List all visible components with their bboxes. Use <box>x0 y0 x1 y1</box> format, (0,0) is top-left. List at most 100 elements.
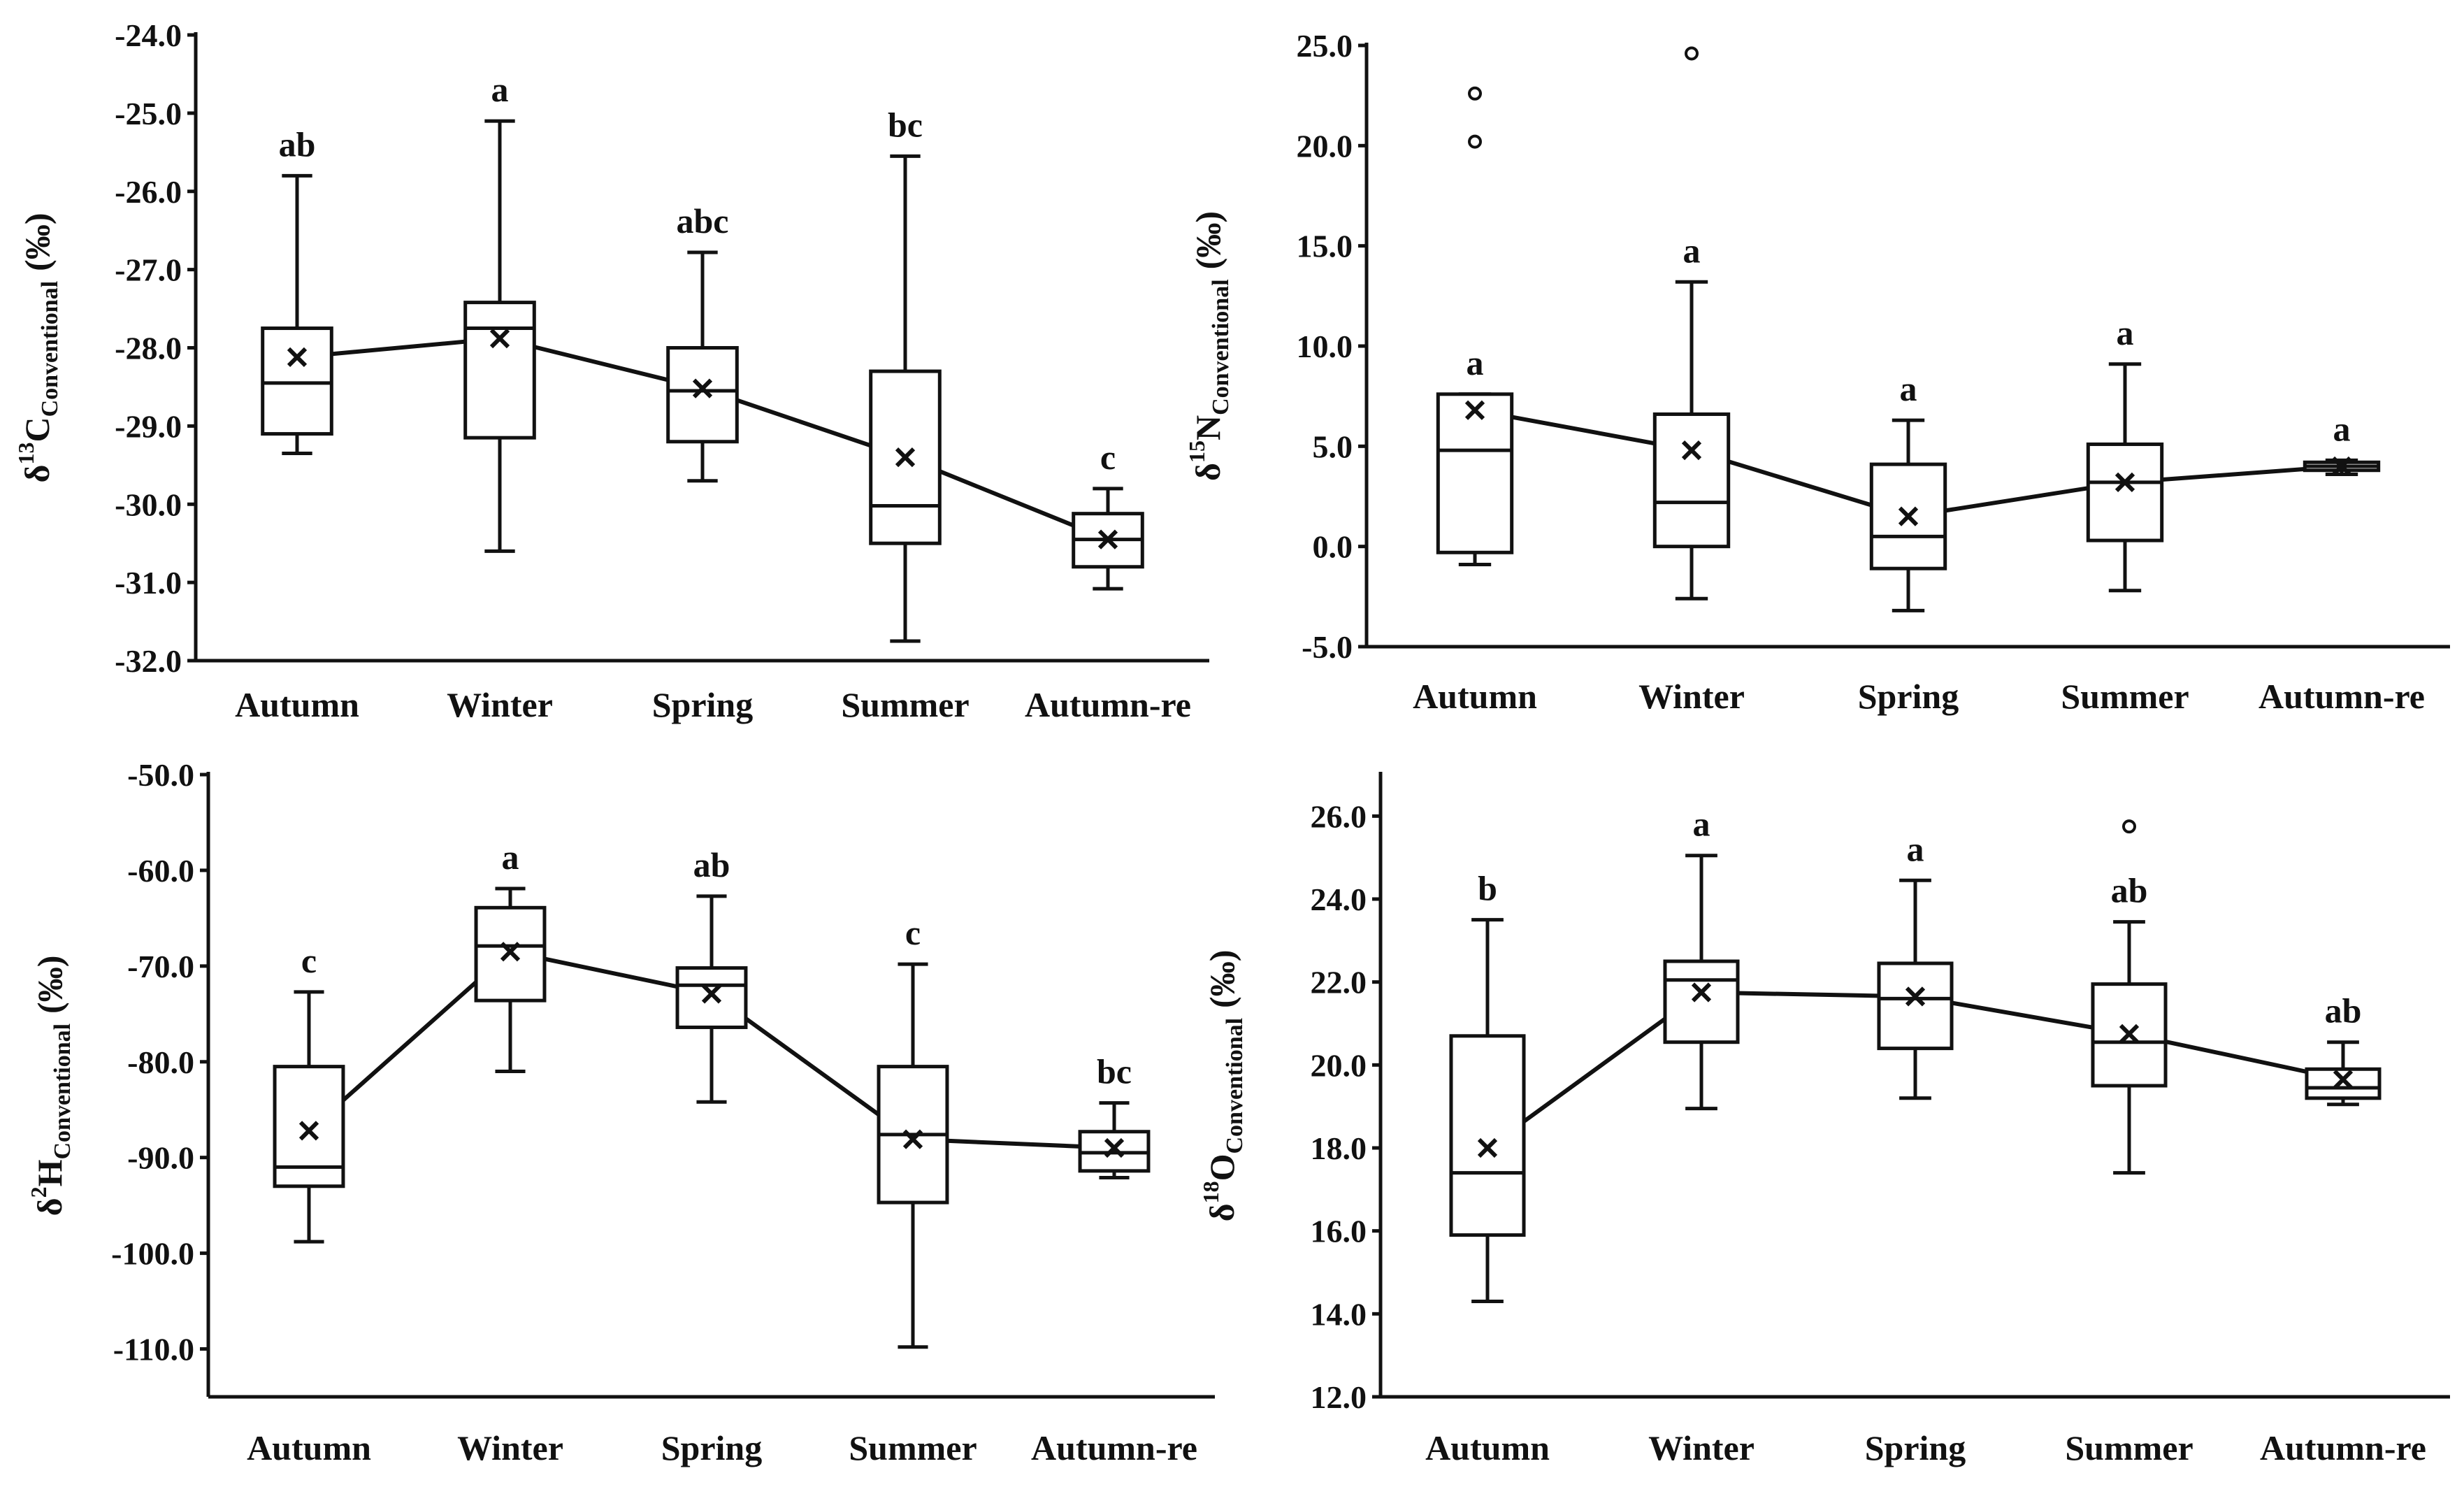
y-axis-title-sub: Conventional <box>50 1023 75 1160</box>
box-iqr <box>2086 442 2164 543</box>
category-label: Spring <box>1858 677 1959 716</box>
y-tick-label: 20.0 <box>1311 1047 1367 1083</box>
y-tick-label: 18.0 <box>1311 1130 1367 1166</box>
y-tick-label: 5.0 <box>1313 429 1353 464</box>
category-label: Autumn-re <box>2260 1428 2426 1467</box>
significance-letter: c <box>301 941 317 980</box>
category-label: Autumn <box>1413 677 1537 716</box>
y-axis-title-prefix: δ <box>30 1198 69 1216</box>
significance-letter: b <box>1478 869 1497 908</box>
y-tick-label: -29.0 <box>115 408 182 444</box>
significance-letter: bc <box>888 105 923 144</box>
y-tick-label: -31.0 <box>115 565 182 601</box>
y-tick-label: 12.0 <box>1311 1379 1367 1415</box>
y-tick-label: 15.0 <box>1297 229 1353 264</box>
box-iqr <box>463 301 536 440</box>
y-axis-title-main: N <box>1188 415 1227 440</box>
y-tick-label: 10.0 <box>1297 329 1353 364</box>
y-axis-title-main: H <box>30 1159 69 1186</box>
significance-letter: ab <box>2111 871 2148 910</box>
category-label: Winter <box>457 1428 563 1467</box>
y-axis-title: δ13CConventional (‰) <box>13 213 63 483</box>
category-label: Summer <box>2061 677 2189 716</box>
significance-letter: c <box>1100 438 1116 477</box>
y-axis-title-sub: Conventional <box>1208 279 1234 415</box>
y-tick-label: 20.0 <box>1297 128 1353 164</box>
category-label: Winter <box>447 685 553 724</box>
outlier-point <box>1468 86 1482 101</box>
category-label: Summer <box>2065 1428 2193 1467</box>
significance-letter: a <box>2333 409 2351 448</box>
mean-marker <box>2114 472 2135 493</box>
y-tick-label: -70.0 <box>127 949 194 984</box>
mean-marker <box>2119 1023 2140 1044</box>
mean-marker <box>1898 506 1919 526</box>
significance-letter: ab <box>279 124 316 164</box>
category-label: Winter <box>1638 677 1745 716</box>
mean-marker <box>1477 1137 1498 1158</box>
box-iqr <box>1652 412 1731 549</box>
y-axis-title-prefix: δ <box>17 465 57 483</box>
y-axis-title-sub: Conventional <box>37 281 63 417</box>
mean-marker <box>1691 982 1712 1003</box>
category-label: Autumn-re <box>2258 677 2425 716</box>
significance-letter: a <box>1693 805 1710 844</box>
chart-d15n: 25.0 20.0 15.0 10.0 5.0 0.0 -5.0 δ15NConvention… <box>1184 28 2450 716</box>
mean-marker <box>902 1129 923 1149</box>
box-iqr <box>1877 961 1954 1051</box>
mean-marker <box>895 447 916 468</box>
category-label: Summer <box>841 685 969 724</box>
y-axis-title-sup: 15 <box>1184 440 1209 463</box>
y-tick-label: -5.0 <box>1302 629 1353 665</box>
significance-letter: a <box>1467 343 1484 382</box>
significance-letter: bc <box>1097 1052 1132 1091</box>
y-tick-label: -60.0 <box>127 853 194 889</box>
y-tick-label: 0.0 <box>1313 529 1353 565</box>
y-axis-title-unit: (‰) <box>1202 950 1241 1008</box>
significance-letter: abc <box>677 201 729 240</box>
y-axis-title-unit: (‰) <box>1188 211 1227 269</box>
chart-d13c: -24.0 -25.0 -26.0 -27.0 -28.0 -29.0 -30.0 -31.0… <box>13 17 1209 724</box>
category-label: Autumn <box>235 685 359 724</box>
y-axis-title: δ2HConventional (‰) <box>26 956 75 1216</box>
y-axis-title-prefix: δ <box>1202 1203 1241 1221</box>
y-tick-label: -110.0 <box>113 1332 194 1367</box>
y-axis-title-unit: (‰) <box>30 956 69 1014</box>
category-label: Autumn-re <box>1031 1428 1197 1467</box>
y-tick-label: -28.0 <box>115 331 182 366</box>
box-iqr <box>1436 392 1514 554</box>
y-axis-title-text: δ2HConventional (‰) <box>26 956 75 1216</box>
y-axis-title-prefix: δ <box>1188 463 1227 481</box>
significance-letter: a <box>1900 369 1917 408</box>
y-tick-label: -24.0 <box>115 17 182 53</box>
y-axis-title-sup: 18 <box>1198 1181 1223 1203</box>
y-tick-label: -30.0 <box>115 487 182 522</box>
y-tick-label: 26.0 <box>1311 798 1367 834</box>
y-axis-title: δ15NConventional (‰) <box>1184 211 1234 481</box>
y-tick-label: -100.0 <box>111 1236 194 1272</box>
category-label: Autumn-re <box>1025 685 1191 724</box>
category-label: Winter <box>1648 1428 1755 1467</box>
mean-marker <box>2331 456 2352 477</box>
outlier-point <box>1468 134 1482 149</box>
box-iqr <box>675 966 748 1029</box>
significance-letter: a <box>491 70 509 109</box>
chart-d2h: -50.0 -60.0 -70.0 -80.0 -90.0 -100.0 -110.0 δ2H… <box>26 757 1215 1467</box>
box-iqr <box>2305 1067 2382 1100</box>
category-label: Spring <box>652 685 754 724</box>
significance-letter: ab <box>693 845 730 884</box>
y-tick-label: 25.0 <box>1297 28 1353 64</box>
significance-letter: a <box>1683 231 1701 270</box>
mean-marker <box>1464 400 1485 420</box>
significance-letter: c <box>905 913 921 952</box>
mean-marker <box>1905 986 1926 1007</box>
mean-marker <box>298 1121 319 1141</box>
y-axis-title-sup: 2 <box>26 1186 51 1198</box>
y-axis-title-text: δ13CConventional (‰) <box>13 213 63 483</box>
mean-marker <box>489 328 510 349</box>
category-label: Autumn <box>247 1428 371 1467</box>
y-tick-label: 16.0 <box>1311 1214 1367 1249</box>
significance-letter: ab <box>2325 991 2362 1030</box>
y-tick-label: -27.0 <box>115 252 182 288</box>
